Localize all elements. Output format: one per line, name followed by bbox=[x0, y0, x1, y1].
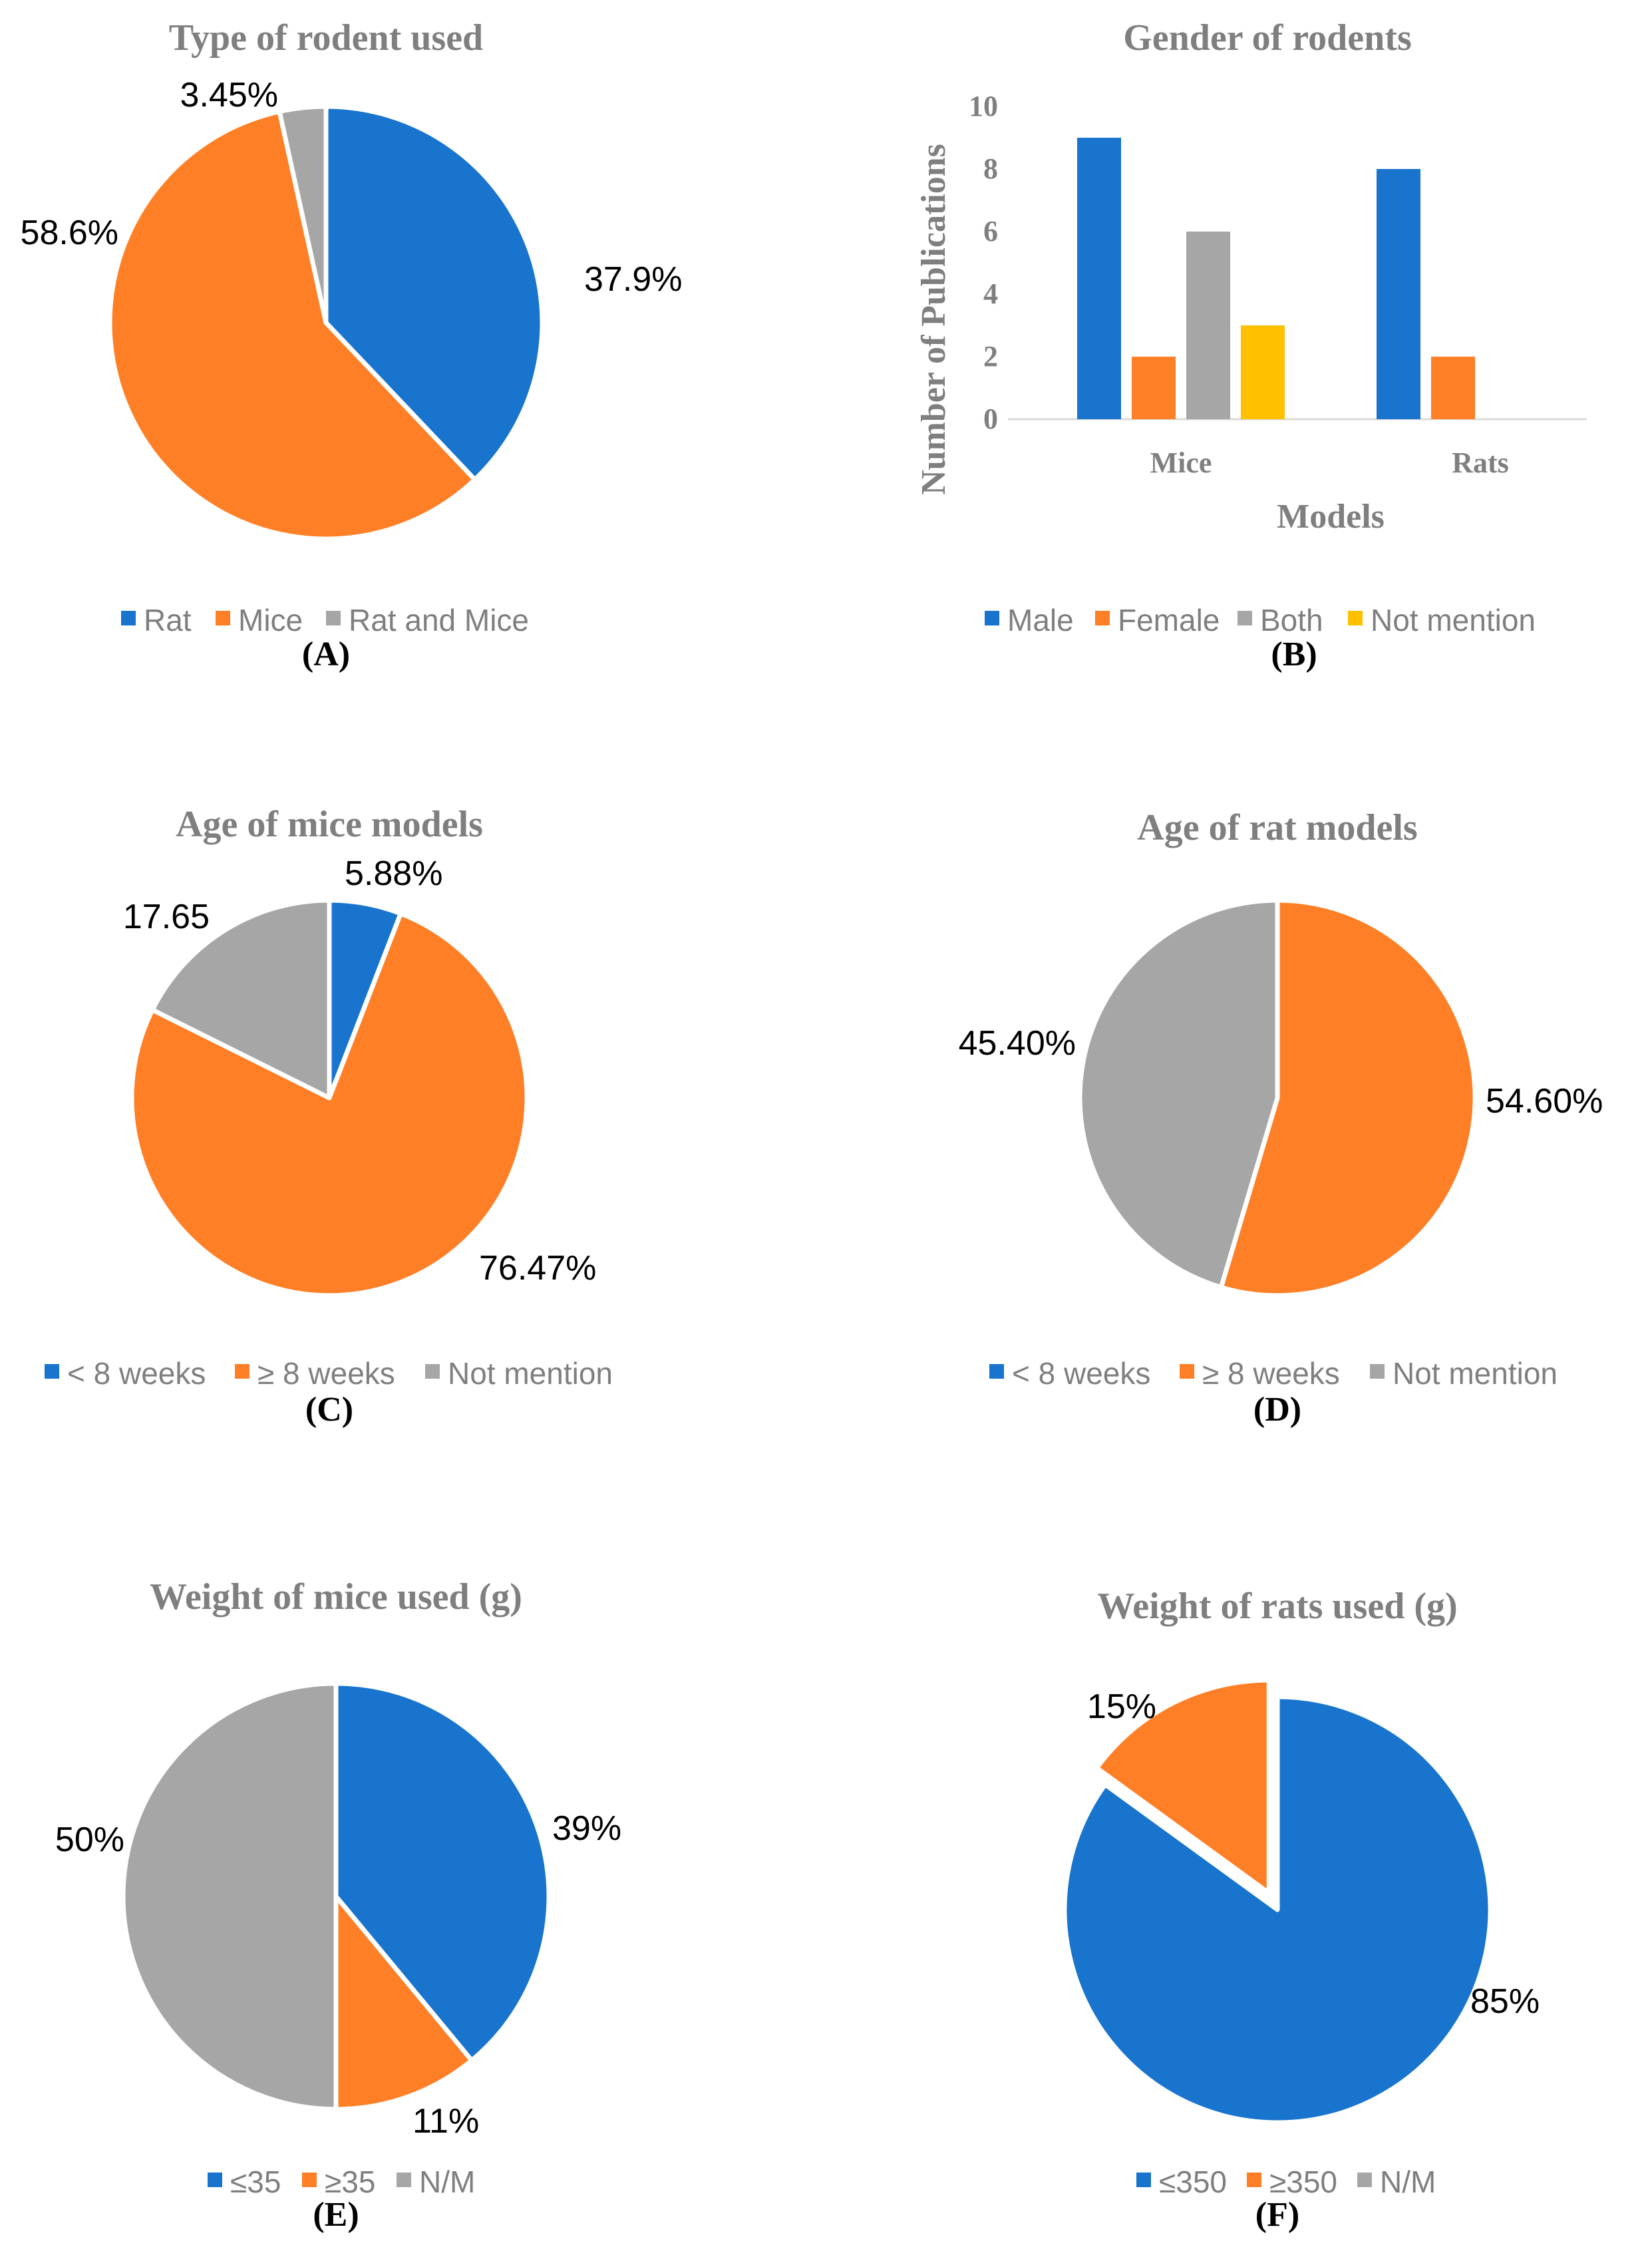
chart-title: Gender of rodents bbox=[1123, 17, 1411, 59]
legend-swatch-3 bbox=[1348, 611, 1363, 625]
legend-swatch-0 bbox=[45, 1364, 59, 1379]
y-tick-label: 4 bbox=[983, 277, 998, 310]
legend-swatch-0 bbox=[1136, 2173, 1151, 2187]
y-tick-label: 6 bbox=[983, 215, 998, 248]
chart-a: Type of rodent used 37.9% 58.6% 3.45% Rat Mic… bbox=[21, 17, 683, 673]
panel-label: (B) bbox=[1271, 635, 1317, 673]
x-tick-label: Mice bbox=[1150, 446, 1212, 479]
legend-swatch-1 bbox=[1247, 2173, 1261, 2187]
legend-entry-2: N/M bbox=[419, 2165, 475, 2199]
legend-swatch-0 bbox=[989, 1364, 1004, 1379]
data-label: 15% bbox=[1087, 1687, 1156, 1726]
data-label: 11% bbox=[413, 2102, 479, 2141]
data-label: 54.60% bbox=[1486, 1082, 1603, 1121]
bar-rats-male bbox=[1377, 169, 1420, 419]
chart-c: Age of mice models 5.88% 76.47% 17.65 < 8 we… bbox=[45, 804, 613, 1429]
bar-mice-female bbox=[1132, 357, 1176, 419]
legend-swatch-2 bbox=[425, 1364, 440, 1379]
legend-entry-3: Not mention bbox=[1371, 603, 1536, 637]
chart-title: Weight of rats used (g) bbox=[1097, 1586, 1457, 1627]
legend-swatch-1 bbox=[235, 1364, 249, 1379]
legend-entry-1: Mice bbox=[238, 603, 303, 637]
pie-slice--35 bbox=[333, 1681, 552, 2063]
legend-entry-2: N/M bbox=[1380, 2165, 1436, 2199]
x-axis-label: Models bbox=[1277, 498, 1385, 536]
data-label: 3.45% bbox=[180, 76, 278, 114]
legend-entry-0: < 8 weeks bbox=[1012, 1356, 1150, 1391]
data-label: 58.6% bbox=[21, 214, 118, 252]
legend-entry-0: ≤350 bbox=[1159, 2165, 1227, 2199]
panel-label: (C) bbox=[305, 1391, 353, 1429]
chart-title: Weight of mice used (g) bbox=[150, 1576, 522, 1618]
data-label: 85% bbox=[1470, 1982, 1540, 2021]
pie-slice-not-mention bbox=[1077, 898, 1280, 1290]
chart-f: Weight of rats used (g) 85% 15% ≤350 ≥350 N/M… bbox=[1062, 1586, 1540, 2234]
chart-title: Age of rat models bbox=[1137, 807, 1417, 848]
legend-entry-0: ≤35 bbox=[230, 2165, 281, 2199]
chart-title: Type of rodent used bbox=[169, 17, 483, 59]
pie-slice--350 bbox=[1094, 1677, 1271, 1896]
legend-swatch-1 bbox=[216, 611, 230, 625]
legend-swatch-2 bbox=[326, 611, 341, 625]
chart-b: Gender of rodents 0 2 4 6 8 10 Mice Rats Models Nu… bbox=[915, 17, 1587, 673]
y-tick-label: 10 bbox=[969, 90, 998, 122]
legend-entry-2: Not mention bbox=[448, 1356, 613, 1391]
legend-entry-1: ≥35 bbox=[325, 2165, 375, 2199]
panel-label: (E) bbox=[313, 2196, 359, 2234]
chart-title: Age of mice models bbox=[176, 804, 483, 845]
panel-label: (D) bbox=[1253, 1391, 1301, 1429]
pie-slice--8-weeks bbox=[1218, 898, 1478, 1298]
legend-swatch-2 bbox=[397, 2173, 411, 2187]
legend-swatch-0 bbox=[985, 611, 999, 625]
legend-entry-2: Not mention bbox=[1393, 1356, 1558, 1391]
legend-entry-2: Both bbox=[1260, 603, 1323, 637]
pie-slice-not-mention bbox=[150, 898, 332, 1101]
chart-d: Age of rat models 54.60% 45.40% < 8 weeks ≥ … bbox=[959, 807, 1603, 1429]
data-label: 37.9% bbox=[584, 260, 682, 299]
y-tick-label: 0 bbox=[983, 403, 998, 435]
pie-slice-mice bbox=[107, 109, 478, 542]
legend-entry-0: < 8 weeks bbox=[67, 1356, 206, 1391]
y-tick-label: 8 bbox=[983, 152, 998, 185]
data-label: 17.65 bbox=[123, 898, 210, 936]
legend-entry-0: Rat bbox=[144, 603, 192, 637]
panel-label: (A) bbox=[302, 635, 350, 673]
bar-rats-female bbox=[1431, 357, 1475, 419]
data-label: 39% bbox=[552, 1809, 621, 1848]
data-label: 5.88% bbox=[345, 854, 442, 893]
legend-entry-2: Rat and Mice bbox=[349, 603, 529, 637]
pie-slice-rat bbox=[323, 104, 545, 482]
legend-swatch-0 bbox=[208, 2173, 222, 2187]
data-label: 50% bbox=[55, 1821, 124, 1859]
bar-mice-both bbox=[1186, 232, 1230, 419]
legend-swatch-2 bbox=[1357, 2173, 1372, 2187]
legend-entry-1: ≥ 8 weeks bbox=[1202, 1356, 1340, 1391]
legend-entry-0: Male bbox=[1007, 603, 1074, 637]
legend-entry-1: ≥350 bbox=[1269, 2165, 1337, 2199]
chart-e: Weight of mice used (g) 39% 11% 50% ≤35 ≥35 N/… bbox=[55, 1576, 621, 2234]
legend-entry-1: Female bbox=[1118, 603, 1220, 637]
data-label: 45.40% bbox=[959, 1024, 1076, 1063]
bar-mice-male bbox=[1077, 138, 1121, 419]
panel-label: (F) bbox=[1255, 2196, 1299, 2234]
legend-swatch-2 bbox=[1238, 611, 1252, 625]
legend-swatch-0 bbox=[121, 611, 136, 625]
y-tick-label: 2 bbox=[983, 340, 998, 373]
legend-swatch-2 bbox=[1370, 1364, 1385, 1379]
legend-swatch-1 bbox=[1095, 611, 1110, 625]
pie-slice--350 bbox=[1062, 1694, 1493, 2125]
pie-slice--35 bbox=[333, 1894, 474, 2112]
pie-slice-n-m bbox=[120, 1681, 339, 2112]
pie-slice-rat-and-mice bbox=[277, 104, 329, 325]
pie-slice--8-weeks bbox=[129, 911, 530, 1298]
bar-mice-not-mention bbox=[1241, 325, 1285, 419]
legend-entry-1: ≥ 8 weeks bbox=[257, 1356, 395, 1391]
x-tick-label: Rats bbox=[1452, 446, 1509, 479]
legend-swatch-1 bbox=[1180, 1364, 1194, 1379]
legend-swatch-1 bbox=[302, 2173, 317, 2187]
data-label: 76.47% bbox=[479, 1249, 596, 1288]
y-axis-label: Number of Publications bbox=[915, 144, 953, 495]
